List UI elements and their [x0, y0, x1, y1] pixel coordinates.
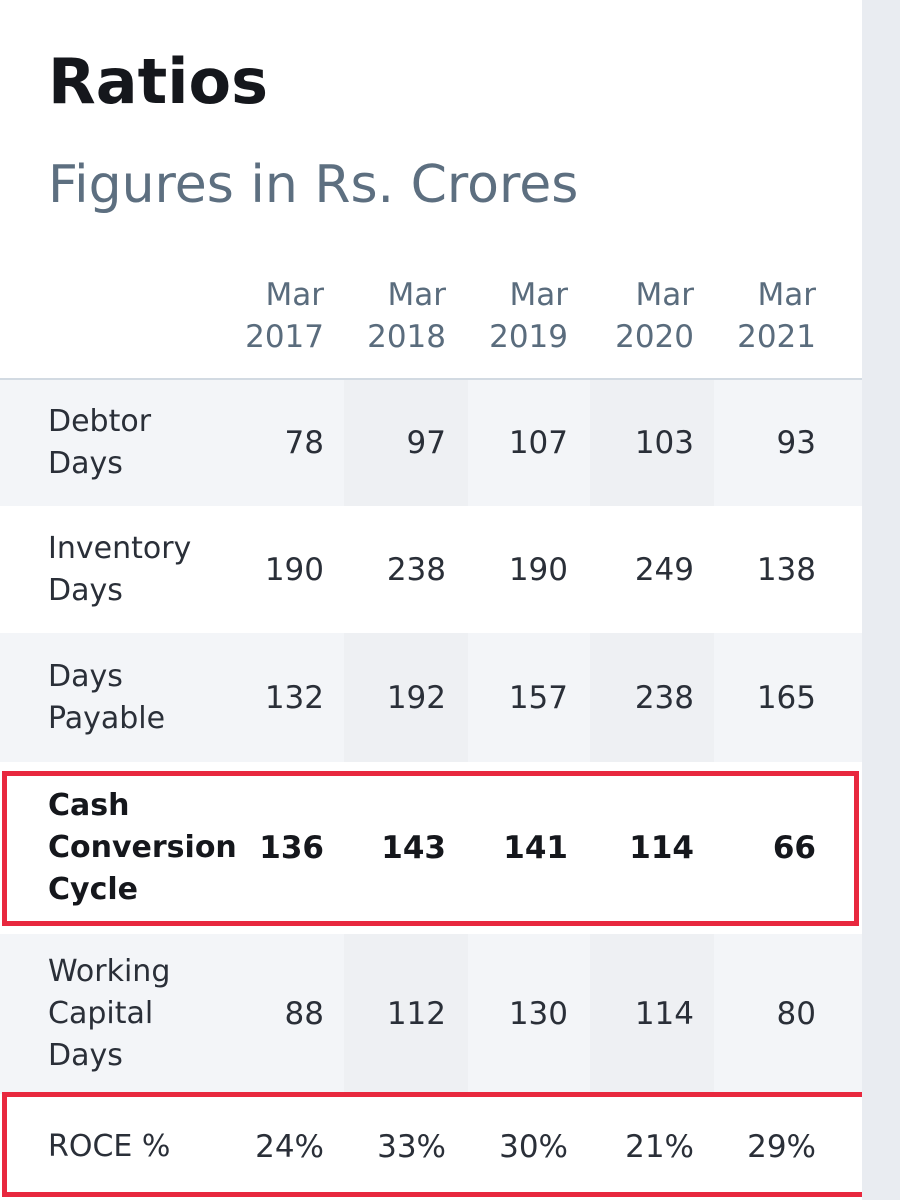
- table-header: Mar 2017 Mar 2018 Mar 2019 Mar 2020 Mar 2021: [0, 268, 862, 380]
- table-cell: 80: [776, 996, 816, 1032]
- row-label: Inventory Days: [48, 528, 191, 612]
- table-cell: 88: [284, 996, 324, 1032]
- row-label: Cash Conversion Cycle: [48, 785, 237, 911]
- section-title: Ratios: [48, 45, 268, 118]
- table-cell: 29%: [747, 1129, 816, 1165]
- column-header: Mar 2019: [489, 277, 568, 355]
- table-cell: 192: [386, 680, 446, 716]
- table-cell: 190: [264, 552, 324, 588]
- table-cell: 238: [634, 680, 694, 716]
- table-cell: 24%: [255, 1129, 324, 1165]
- table-cell: 114: [634, 996, 694, 1032]
- table-cell: 138: [756, 552, 816, 588]
- row-label-line: Days: [48, 1038, 123, 1073]
- table-cell: 93: [776, 425, 816, 461]
- row-label-line: Payable: [48, 701, 166, 736]
- table-row: Working Capital Days 88 112 130 114 80: [0, 934, 862, 1094]
- table-cell: 132: [264, 680, 324, 716]
- table-row: Cash Conversion Cycle 136 143 141 114 66: [0, 762, 862, 934]
- table-cell: 130: [508, 996, 568, 1032]
- page-scroll-edge: [862, 0, 900, 1200]
- table-cell: 112: [386, 996, 446, 1032]
- column-header: Mar 2018: [367, 277, 446, 355]
- table-cell: 143: [381, 830, 446, 866]
- row-label-line: ROCE %: [48, 1129, 171, 1164]
- table-cell: 157: [508, 680, 568, 716]
- table-cell: 33%: [377, 1129, 446, 1165]
- table-cell: 238: [386, 552, 446, 588]
- table-cell: 78: [284, 425, 324, 461]
- row-label-line: Days: [48, 573, 123, 608]
- row-label-line: Days: [48, 659, 123, 694]
- table-row: Days Payable 132 192 157 238 165: [0, 633, 862, 762]
- table-cell: 114: [629, 830, 694, 866]
- column-header: Mar 2020: [615, 277, 694, 355]
- row-label: Days Payable: [48, 656, 165, 740]
- row-label: Debtor Days: [48, 401, 151, 485]
- row-label-line: Cycle: [48, 872, 138, 907]
- table-row: ROCE % 24% 33% 30% 21% 29%: [0, 1094, 862, 1200]
- ratios-panel: Ratios Figures in Rs. Crores Mar 2017 Mar…: [0, 45, 862, 1200]
- row-label-line: Cash: [48, 788, 130, 823]
- column-header: Mar 2017: [245, 277, 324, 355]
- column-header: Mar 2021: [737, 277, 816, 355]
- table-cell: 141: [503, 830, 568, 866]
- row-label-line: Debtor: [48, 404, 152, 439]
- row-label: Working Capital Days: [48, 951, 170, 1077]
- row-label-line: Capital: [48, 996, 154, 1031]
- table-cell: 165: [756, 680, 816, 716]
- table-cell: 66: [772, 830, 816, 866]
- row-label-line: Inventory: [48, 531, 192, 566]
- row-label-line: Days: [48, 446, 123, 481]
- row-label-line: Working: [48, 954, 171, 989]
- table-cell: 249: [634, 552, 694, 588]
- section-subtitle: Figures in Rs. Crores: [48, 155, 579, 215]
- row-label: ROCE %: [48, 1126, 170, 1168]
- table-cell: 97: [406, 425, 446, 461]
- table-cell: 103: [634, 425, 694, 461]
- table-cell: 30%: [499, 1129, 568, 1165]
- table-cell: 136: [259, 830, 324, 866]
- table-row: Inventory Days 190 238 190 249 138: [0, 506, 862, 633]
- table-cell: 190: [508, 552, 568, 588]
- row-label-line: Conversion: [48, 830, 237, 865]
- table-cell: 21%: [625, 1129, 694, 1165]
- table-row: Debtor Days 78 97 107 103 93: [0, 380, 862, 506]
- table-cell: 107: [508, 425, 568, 461]
